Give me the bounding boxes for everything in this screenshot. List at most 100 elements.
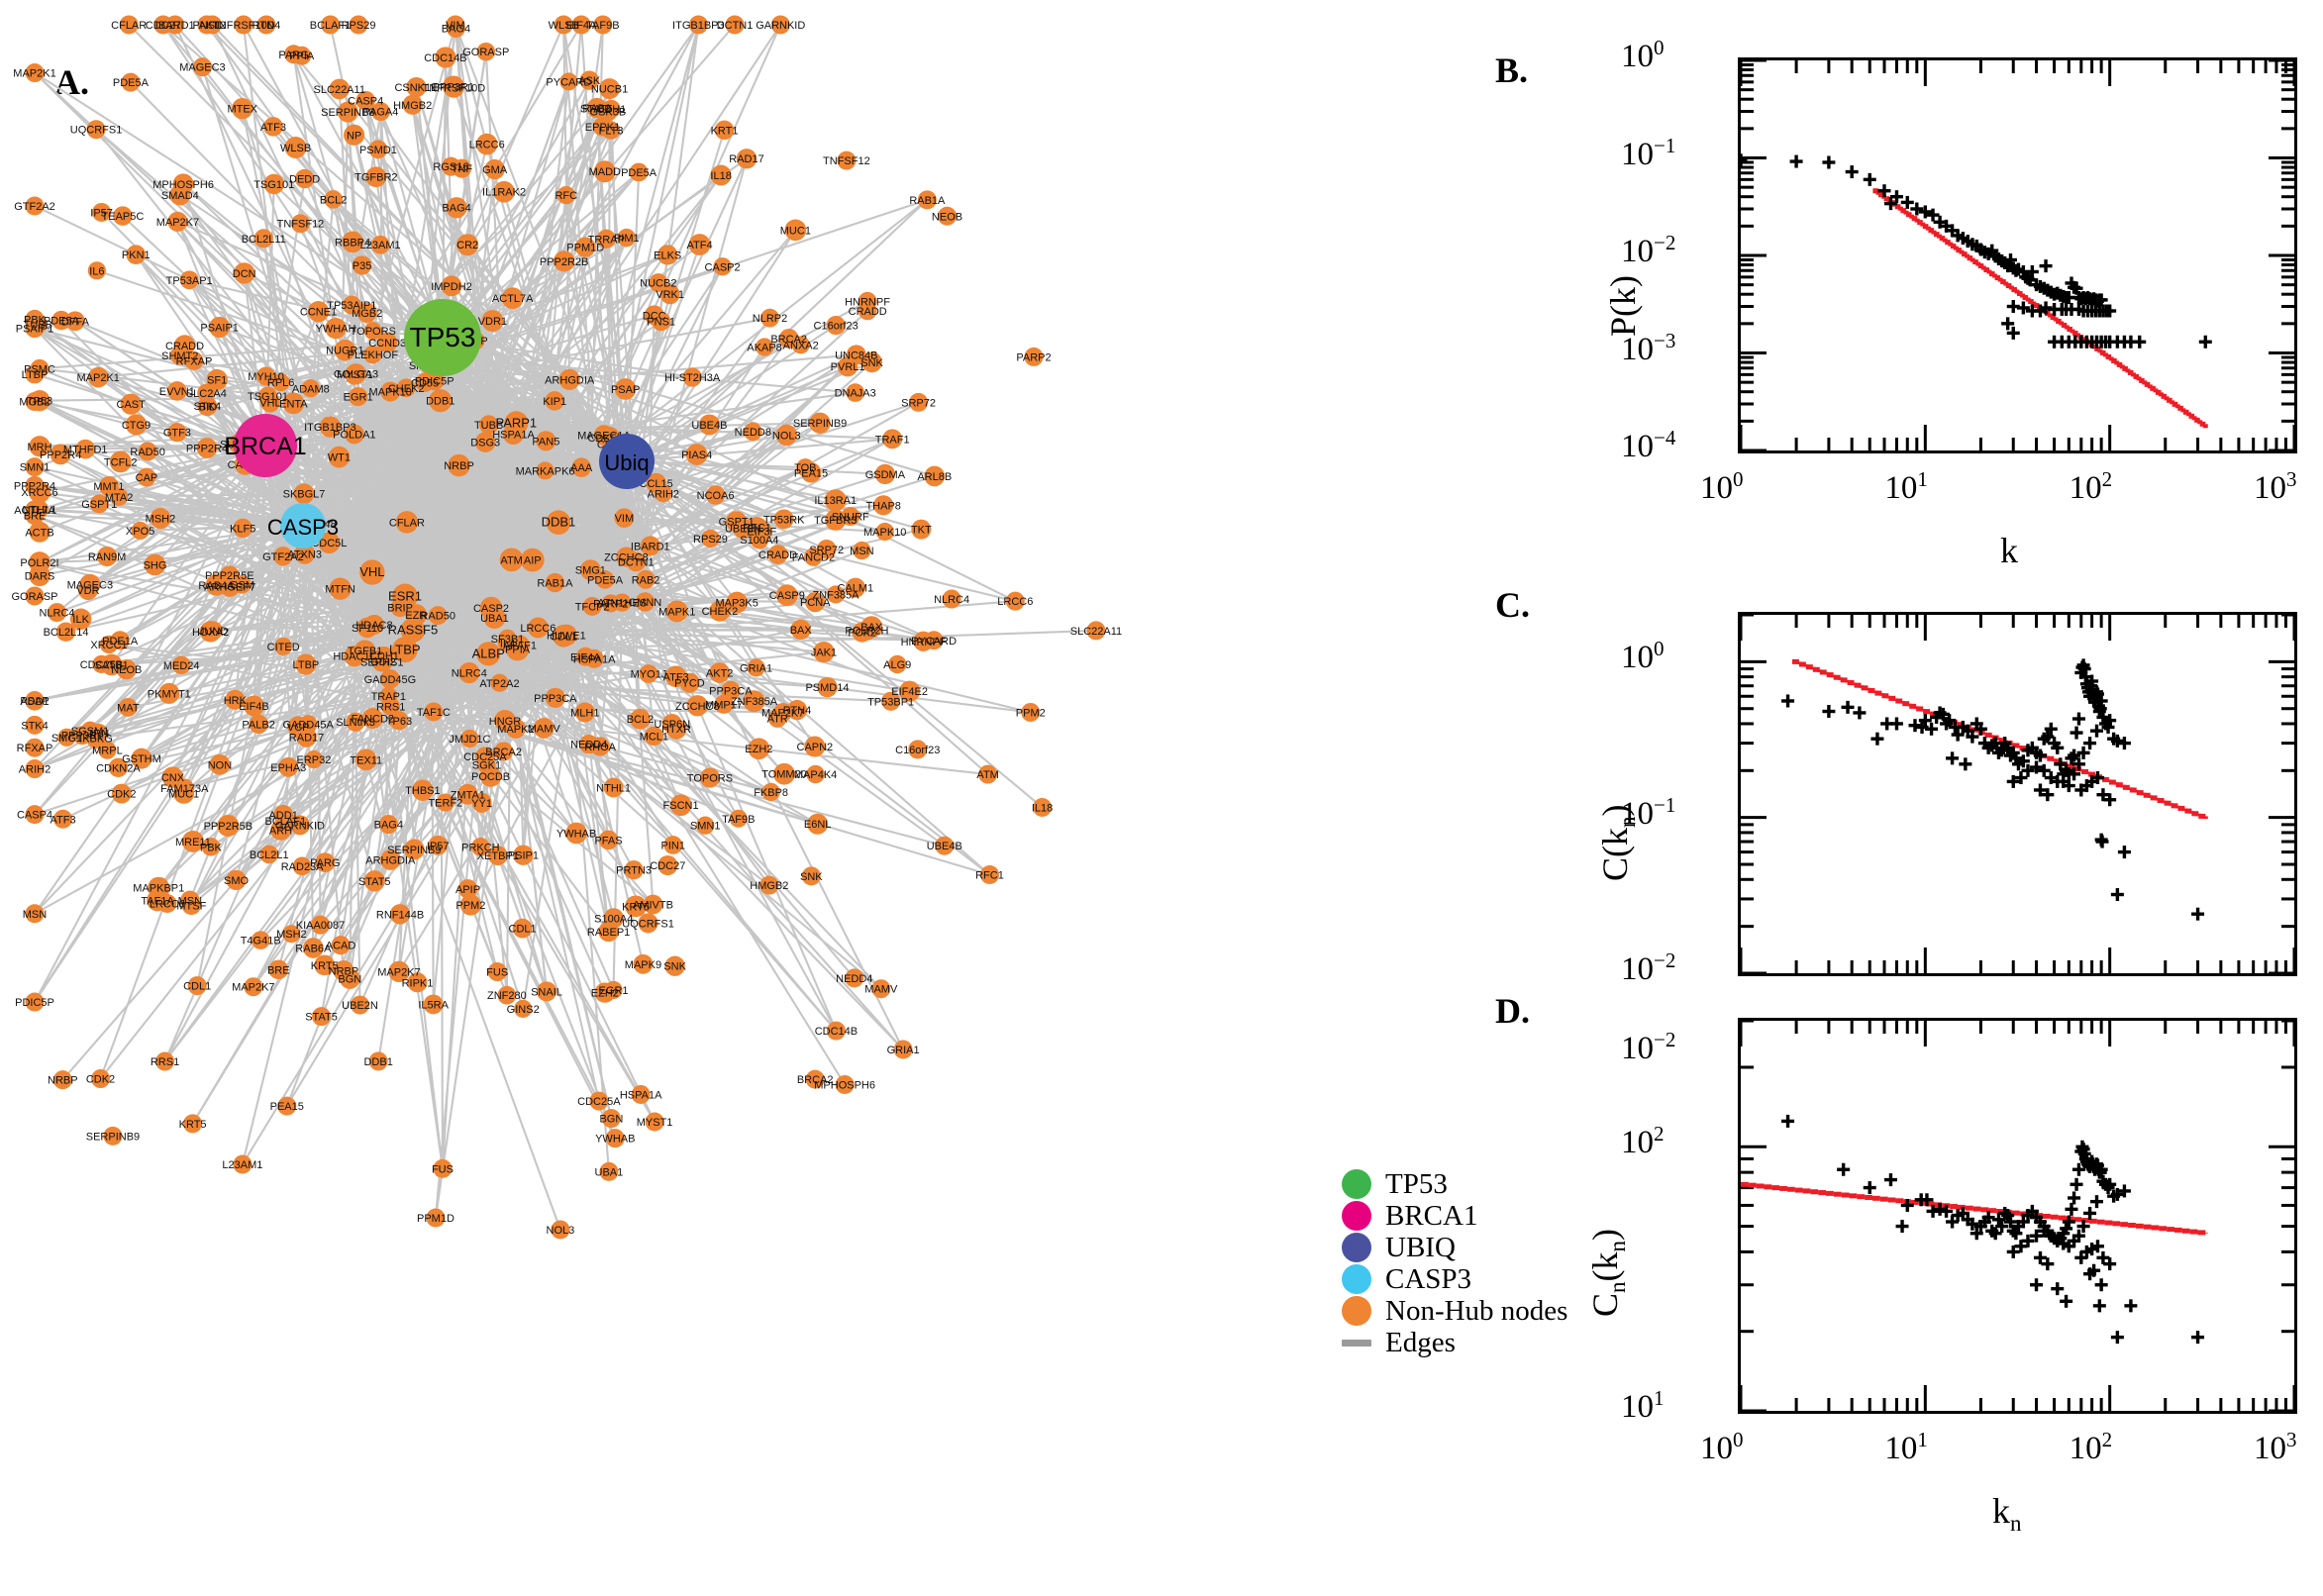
network-node[interactable] xyxy=(109,450,132,473)
network-node[interactable] xyxy=(458,661,480,684)
network-node[interactable] xyxy=(25,690,45,710)
network-node[interactable] xyxy=(858,291,877,311)
network-node[interactable] xyxy=(110,631,130,650)
network-node[interactable] xyxy=(209,316,231,339)
network-node[interactable] xyxy=(665,718,687,740)
network-node[interactable] xyxy=(520,548,545,572)
network-node[interactable] xyxy=(479,415,499,435)
network-node[interactable] xyxy=(25,457,45,477)
network-node[interactable] xyxy=(682,367,702,387)
network-node[interactable] xyxy=(167,381,187,401)
network-node[interactable] xyxy=(917,190,937,210)
network-node[interactable] xyxy=(701,529,720,549)
network-node[interactable] xyxy=(979,865,999,885)
network-node[interactable] xyxy=(293,483,315,504)
network-node[interactable] xyxy=(873,495,894,516)
network-node[interactable] xyxy=(25,391,45,411)
network-node[interactable] xyxy=(871,979,891,999)
network-node[interactable] xyxy=(354,748,377,771)
network-node[interactable] xyxy=(144,553,166,576)
network-node[interactable] xyxy=(333,960,354,981)
network-node[interactable] xyxy=(713,257,732,276)
network-node[interactable] xyxy=(743,690,765,713)
network-node[interactable] xyxy=(924,631,944,650)
network-node[interactable] xyxy=(978,764,998,784)
network-node[interactable] xyxy=(167,211,188,232)
network-node[interactable] xyxy=(657,245,678,265)
network-node[interactable] xyxy=(826,315,846,336)
network-node[interactable] xyxy=(271,373,290,392)
network-node[interactable] xyxy=(744,422,762,442)
network-node[interactable] xyxy=(659,284,680,305)
network-node[interactable] xyxy=(938,206,958,226)
network-node[interactable] xyxy=(396,378,416,398)
network-node[interactable] xyxy=(148,876,170,899)
network-node[interactable] xyxy=(315,852,336,873)
network-node[interactable] xyxy=(289,815,310,836)
network-node[interactable] xyxy=(53,809,73,829)
network-node[interactable] xyxy=(579,559,601,581)
network-node[interactable] xyxy=(633,953,654,974)
network-node[interactable] xyxy=(220,576,241,597)
network-node[interactable] xyxy=(359,559,385,585)
network-node[interactable] xyxy=(861,351,882,373)
network-node[interactable] xyxy=(459,894,481,916)
network-node[interactable] xyxy=(121,72,141,92)
network-node[interactable] xyxy=(755,338,774,356)
network-node[interactable] xyxy=(589,1091,609,1111)
network-node[interactable] xyxy=(476,42,496,61)
network-node[interactable] xyxy=(603,908,624,929)
network-node[interactable] xyxy=(635,592,656,612)
network-node[interactable] xyxy=(201,838,221,856)
network-node[interactable] xyxy=(390,597,410,618)
network-node[interactable] xyxy=(232,97,253,120)
network-node[interactable] xyxy=(96,546,118,567)
network-node[interactable] xyxy=(497,985,517,1005)
network-node[interactable] xyxy=(251,931,270,949)
network-node[interactable] xyxy=(349,387,368,407)
network-node[interactable] xyxy=(601,121,621,140)
network-node[interactable] xyxy=(760,308,779,328)
network-node[interactable] xyxy=(206,368,228,391)
network-node[interactable] xyxy=(85,728,107,748)
network-node[interactable] xyxy=(181,895,202,916)
network-node[interactable] xyxy=(631,1084,651,1104)
network-node[interactable] xyxy=(389,711,409,731)
network-node[interactable] xyxy=(407,972,428,993)
network-node[interactable] xyxy=(29,564,50,587)
network-node[interactable] xyxy=(629,708,651,730)
network-node[interactable] xyxy=(325,317,347,340)
network-node[interactable] xyxy=(924,465,946,487)
network-node[interactable] xyxy=(199,621,222,643)
network-node[interactable] xyxy=(92,202,112,222)
network-node[interactable] xyxy=(545,391,564,411)
network-node[interactable] xyxy=(98,741,117,759)
network-node[interactable] xyxy=(395,511,419,534)
network-node[interactable] xyxy=(171,655,191,675)
network-node[interactable] xyxy=(775,424,797,447)
network-node[interactable] xyxy=(294,168,315,189)
network-node[interactable] xyxy=(512,918,533,939)
network-node[interactable] xyxy=(389,904,411,925)
network-node[interactable] xyxy=(911,519,932,540)
network-node[interactable] xyxy=(626,551,647,572)
network-node[interactable] xyxy=(479,596,503,620)
network-node[interactable] xyxy=(433,1158,453,1178)
network-node[interactable] xyxy=(441,156,461,176)
network-node[interactable] xyxy=(614,378,637,400)
network-node[interactable] xyxy=(593,15,613,35)
network-node[interactable] xyxy=(639,664,658,683)
network-node[interactable] xyxy=(304,750,323,769)
network-node[interactable] xyxy=(356,302,377,323)
network-node[interactable] xyxy=(824,489,847,512)
network-node[interactable] xyxy=(372,651,393,672)
network-node[interactable] xyxy=(601,594,620,613)
network-node[interactable] xyxy=(52,1070,72,1090)
network-node[interactable] xyxy=(826,585,846,604)
network-node[interactable] xyxy=(378,814,398,835)
network-node[interactable] xyxy=(748,738,770,760)
network-node[interactable] xyxy=(513,845,534,865)
network-node[interactable] xyxy=(233,262,255,284)
network-node[interactable] xyxy=(55,622,76,642)
network-node[interactable] xyxy=(25,904,45,924)
